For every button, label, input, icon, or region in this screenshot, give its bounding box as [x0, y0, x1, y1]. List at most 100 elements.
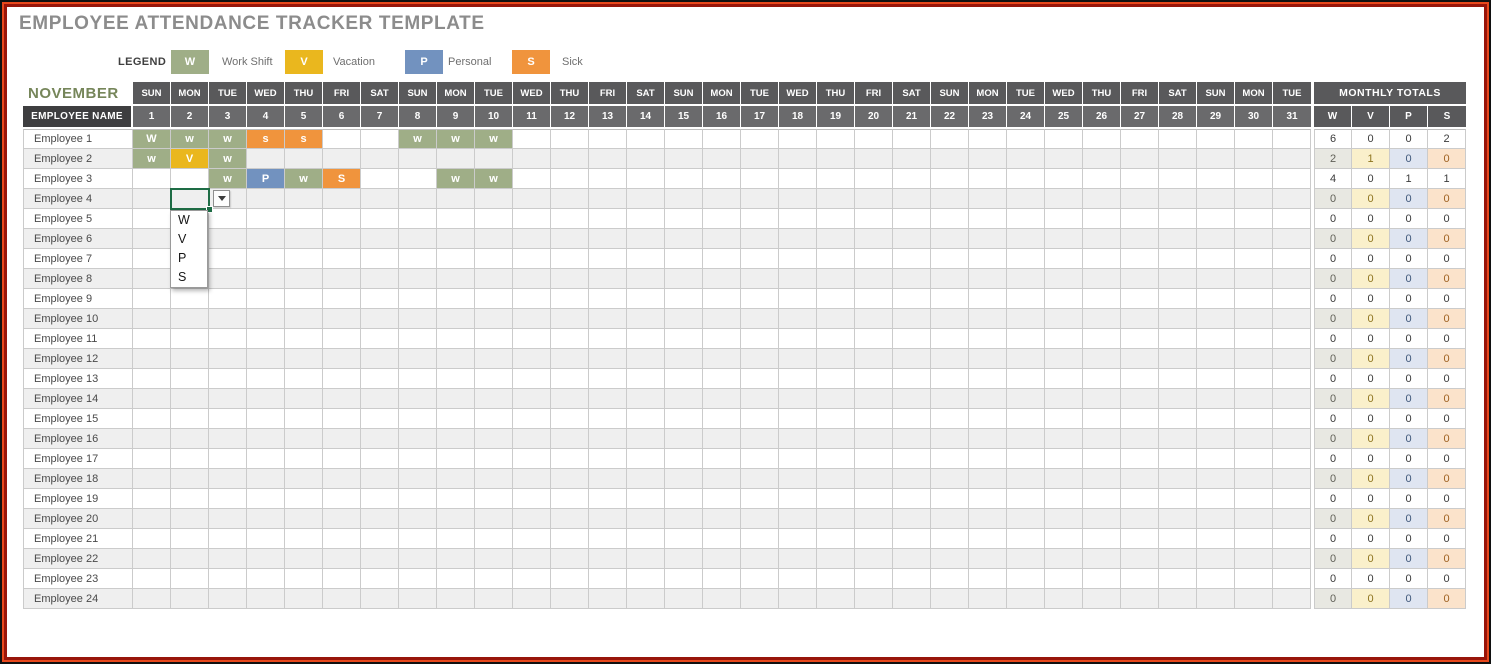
attendance-cell[interactable]	[247, 409, 285, 429]
attendance-cell[interactable]	[779, 149, 817, 169]
attendance-cell[interactable]	[1083, 469, 1121, 489]
attendance-cell[interactable]	[399, 249, 437, 269]
attendance-cell[interactable]	[133, 489, 171, 509]
total-cell-s[interactable]: 0	[1428, 569, 1466, 589]
attendance-cell[interactable]	[855, 189, 893, 209]
attendance-cell[interactable]	[589, 149, 627, 169]
attendance-cell[interactable]	[1273, 149, 1311, 169]
attendance-cell[interactable]	[285, 309, 323, 329]
attendance-cell[interactable]	[1273, 209, 1311, 229]
attendance-cell[interactable]	[209, 269, 247, 289]
attendance-cell[interactable]	[323, 509, 361, 529]
attendance-cell[interactable]	[171, 409, 209, 429]
attendance-cell[interactable]	[1121, 449, 1159, 469]
total-cell-v[interactable]: 0	[1352, 289, 1390, 309]
attendance-cell[interactable]	[1235, 329, 1273, 349]
employee-name-cell[interactable]: Employee 10	[23, 309, 133, 329]
attendance-cell[interactable]	[551, 309, 589, 329]
attendance-cell[interactable]	[551, 369, 589, 389]
attendance-cell[interactable]	[247, 349, 285, 369]
attendance-cell[interactable]	[399, 389, 437, 409]
attendance-cell[interactable]	[513, 249, 551, 269]
attendance-cell[interactable]	[1007, 169, 1045, 189]
attendance-cell[interactable]	[589, 549, 627, 569]
attendance-cell[interactable]	[247, 469, 285, 489]
attendance-cell[interactable]	[893, 489, 931, 509]
attendance-cell[interactable]	[855, 349, 893, 369]
attendance-cell[interactable]	[1273, 129, 1311, 149]
total-cell-p[interactable]: 0	[1390, 289, 1428, 309]
attendance-cell[interactable]	[551, 129, 589, 149]
attendance-cell[interactable]	[931, 209, 969, 229]
attendance-cell[interactable]	[969, 329, 1007, 349]
attendance-cell[interactable]	[133, 169, 171, 189]
attendance-cell[interactable]	[1235, 449, 1273, 469]
attendance-cell[interactable]	[475, 529, 513, 549]
total-cell-w[interactable]: 0	[1314, 309, 1352, 329]
total-cell-p[interactable]: 0	[1390, 129, 1428, 149]
total-cell-v[interactable]: 0	[1352, 309, 1390, 329]
attendance-cell[interactable]	[361, 149, 399, 169]
attendance-cell[interactable]	[931, 329, 969, 349]
attendance-cell[interactable]	[817, 129, 855, 149]
attendance-cell[interactable]	[931, 129, 969, 149]
attendance-cell[interactable]	[323, 189, 361, 209]
attendance-cell[interactable]	[969, 369, 1007, 389]
attendance-cell[interactable]	[855, 409, 893, 429]
attendance-cell[interactable]	[931, 249, 969, 269]
total-cell-v[interactable]: 0	[1352, 569, 1390, 589]
attendance-cell[interactable]	[361, 189, 399, 209]
attendance-cell[interactable]	[475, 449, 513, 469]
attendance-cell[interactable]	[133, 509, 171, 529]
attendance-cell[interactable]	[779, 269, 817, 289]
attendance-cell[interactable]	[1007, 509, 1045, 529]
attendance-cell[interactable]	[437, 589, 475, 609]
attendance-cell[interactable]	[703, 269, 741, 289]
attendance-cell[interactable]	[1235, 589, 1273, 609]
attendance-cell[interactable]	[741, 289, 779, 309]
attendance-cell[interactable]	[855, 229, 893, 249]
attendance-cell[interactable]	[969, 229, 1007, 249]
attendance-cell[interactable]	[855, 169, 893, 189]
attendance-cell[interactable]	[627, 149, 665, 169]
attendance-cell[interactable]	[665, 129, 703, 149]
attendance-cell[interactable]	[1235, 409, 1273, 429]
attendance-cell[interactable]	[703, 509, 741, 529]
attendance-cell[interactable]	[703, 169, 741, 189]
attendance-cell[interactable]	[437, 449, 475, 469]
attendance-cell[interactable]	[475, 569, 513, 589]
attendance-cell[interactable]	[513, 549, 551, 569]
attendance-cell[interactable]	[437, 389, 475, 409]
attendance-cell[interactable]	[665, 209, 703, 229]
attendance-cell[interactable]	[741, 369, 779, 389]
attendance-cell[interactable]	[1273, 509, 1311, 529]
attendance-cell[interactable]	[1045, 169, 1083, 189]
attendance-cell[interactable]	[437, 269, 475, 289]
total-cell-s[interactable]: 0	[1428, 209, 1466, 229]
total-cell-s[interactable]: 0	[1428, 349, 1466, 369]
attendance-cell[interactable]	[285, 209, 323, 229]
attendance-cell[interactable]	[855, 589, 893, 609]
attendance-cell[interactable]	[893, 389, 931, 409]
attendance-cell[interactable]	[703, 489, 741, 509]
attendance-cell[interactable]	[361, 209, 399, 229]
total-cell-s[interactable]: 0	[1428, 149, 1466, 169]
attendance-cell[interactable]	[1159, 329, 1197, 349]
attendance-cell[interactable]	[931, 149, 969, 169]
attendance-cell[interactable]	[1045, 249, 1083, 269]
employee-name-cell[interactable]: Employee 21	[23, 529, 133, 549]
attendance-cell[interactable]	[551, 409, 589, 429]
attendance-cell[interactable]	[893, 369, 931, 389]
attendance-cell[interactable]	[437, 409, 475, 429]
attendance-cell[interactable]	[437, 489, 475, 509]
attendance-cell[interactable]	[817, 229, 855, 249]
attendance-cell[interactable]	[1159, 569, 1197, 589]
attendance-cell[interactable]	[475, 469, 513, 489]
date-header-cell[interactable]: 12	[551, 106, 589, 127]
attendance-cell[interactable]	[741, 269, 779, 289]
attendance-cell[interactable]	[1273, 489, 1311, 509]
attendance-cell[interactable]	[1235, 429, 1273, 449]
attendance-cell[interactable]	[1007, 269, 1045, 289]
attendance-cell[interactable]	[171, 289, 209, 309]
day-name-header-cell[interactable]: MON	[171, 82, 209, 104]
